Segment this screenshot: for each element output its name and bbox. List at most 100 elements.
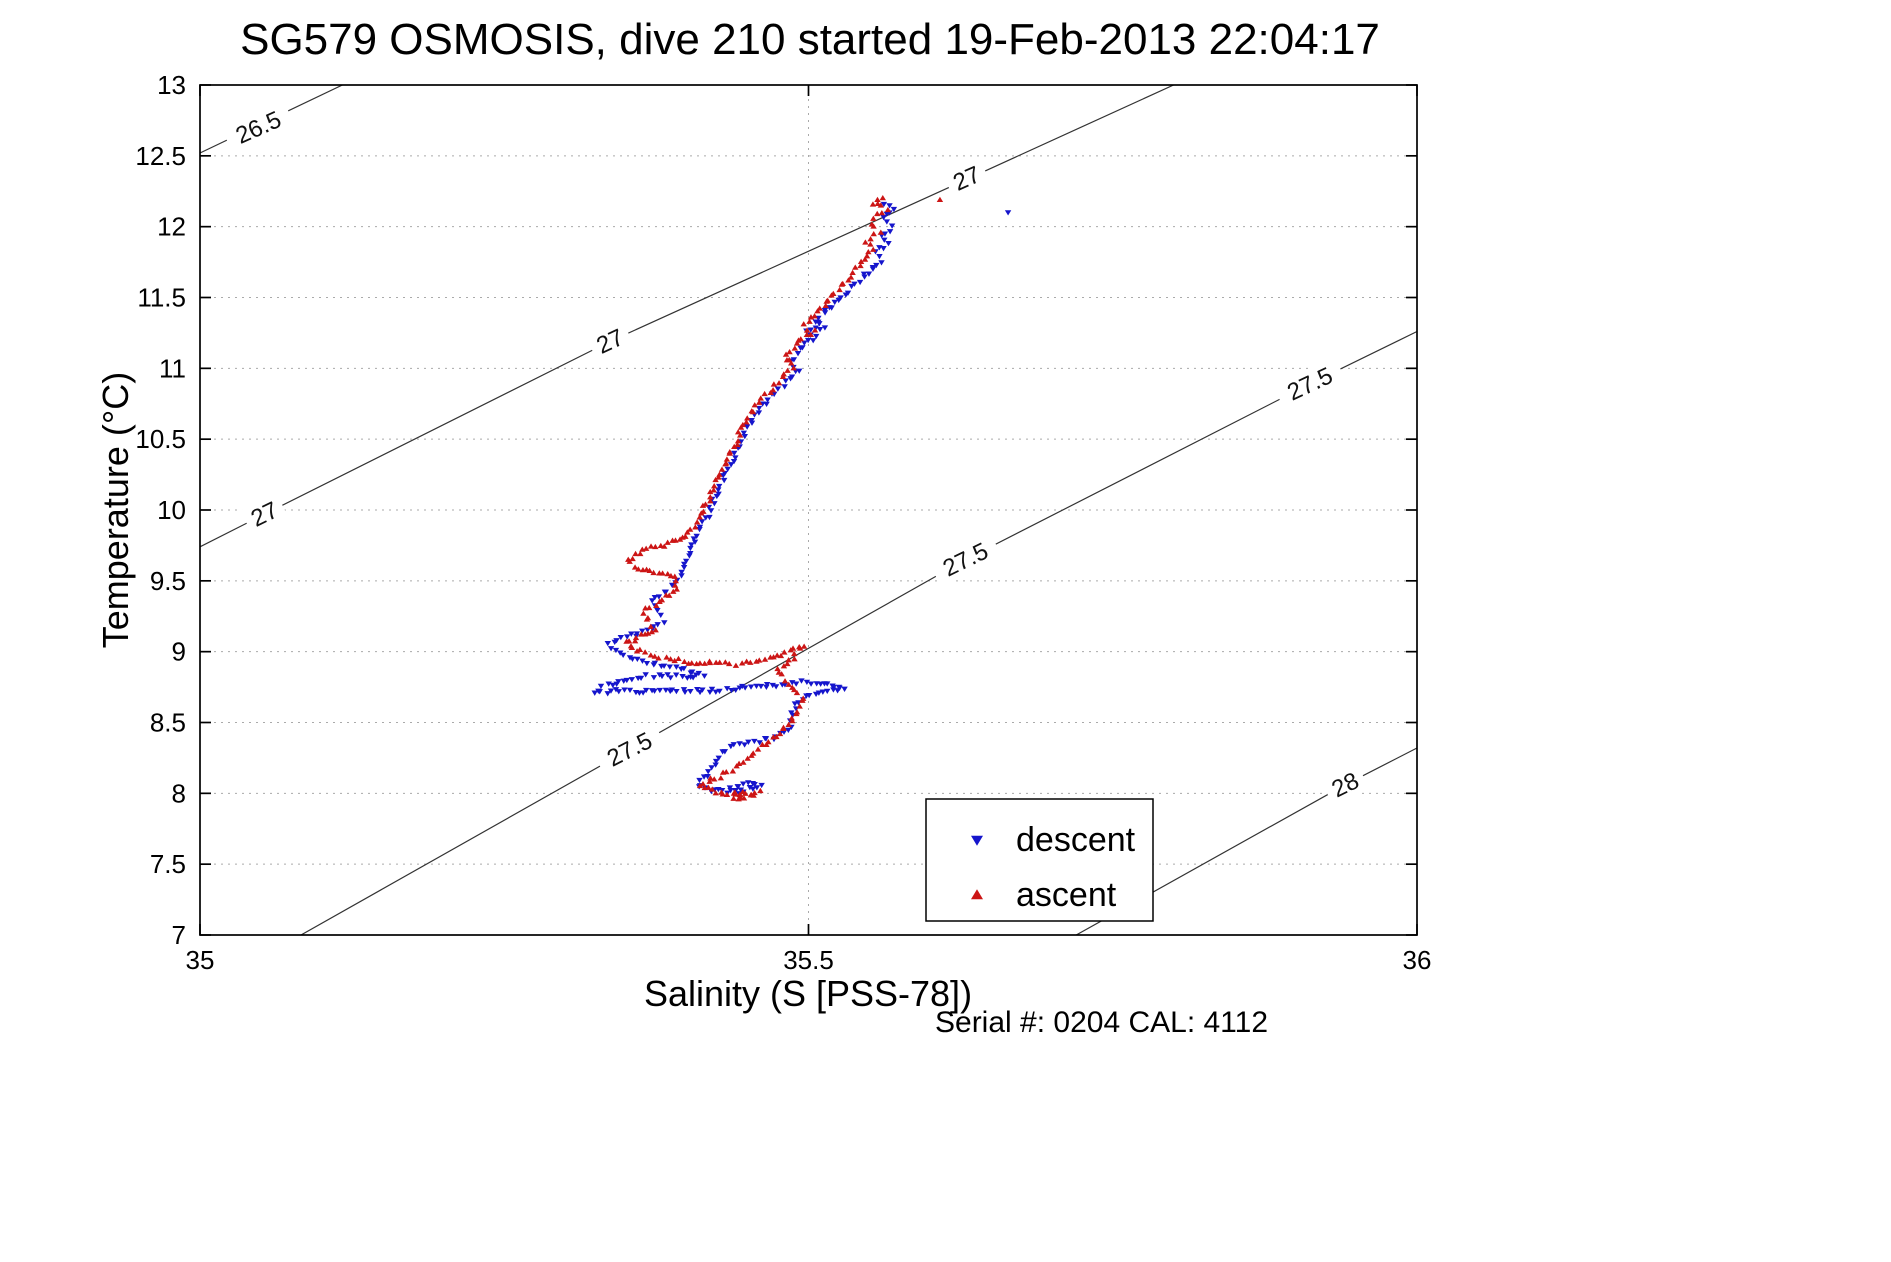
scatter-point-descent <box>831 299 838 306</box>
scatter-point-descent <box>865 271 873 277</box>
scatter-point-ascent <box>780 725 787 731</box>
scatter-point-ascent <box>705 784 712 790</box>
scatter-point-ascent <box>780 663 788 669</box>
scatter-point-ascent <box>707 494 714 500</box>
scatter-point-ascent <box>862 239 869 245</box>
scatter-point-ascent <box>754 746 762 752</box>
scatter-point-ascent <box>636 646 644 652</box>
scatter-point-descent <box>769 682 776 689</box>
scatter-point-ascent <box>874 196 881 203</box>
chart-title: SG579 OSMOSIS, dive 210 started 19-Feb-2… <box>240 15 1380 64</box>
scatter-point-descent <box>753 785 761 791</box>
scatter-point-descent <box>648 598 656 604</box>
scatter-point-ascent <box>631 564 639 570</box>
contour-label-bg <box>586 320 635 363</box>
scatter-point-descent <box>644 627 651 633</box>
scatter-point-descent <box>682 558 690 564</box>
legend: descent ascent <box>925 798 1154 922</box>
y-tick-label: 10 <box>157 495 186 525</box>
scatter-point-ascent <box>845 277 852 283</box>
scatter-outlier-descent <box>1004 210 1012 216</box>
scatter-point-ascent <box>788 715 795 721</box>
scatter-point-ascent <box>807 314 815 320</box>
scatter-point-descent <box>881 231 889 237</box>
scatter-point-ascent <box>793 689 801 696</box>
scatter-point-ascent <box>670 588 677 594</box>
scatter-point-ascent <box>664 570 671 577</box>
scatter-point-ascent <box>879 195 886 201</box>
scatter-point-descent <box>620 678 627 684</box>
scatter-point-descent <box>664 672 671 678</box>
scatter-point-ascent <box>664 539 671 545</box>
scatter-point-descent <box>605 681 612 687</box>
scatter-point-ascent <box>838 281 845 287</box>
scatter-point-descent <box>878 260 885 266</box>
scatter-point-ascent <box>869 201 877 207</box>
scatter-point-ascent <box>641 649 649 655</box>
y-tick-label: 9 <box>172 637 186 667</box>
scatter-point-ascent <box>761 656 769 662</box>
y-tick-label: 10.5 <box>135 424 186 454</box>
scatter-point-descent <box>713 493 721 500</box>
scatter-point-ascent <box>791 656 798 662</box>
scatter-point-descent <box>628 677 636 683</box>
scatter-point-descent <box>787 376 794 382</box>
scatter-point-descent <box>638 628 646 634</box>
scatter-point-descent <box>751 738 758 745</box>
scatter-point-descent <box>724 466 731 472</box>
scatter-point-ascent <box>770 654 777 660</box>
scatter-point-ascent <box>803 327 811 333</box>
scatter-point-ascent <box>789 718 796 724</box>
scatter-point-descent <box>687 689 694 695</box>
scatter-point-ascent <box>867 241 874 247</box>
scatter-point-ascent <box>789 645 797 651</box>
scatter-point-ascent <box>632 550 639 557</box>
scatter-point-descent <box>639 658 646 664</box>
scatter-point-descent <box>841 686 848 692</box>
scatter-point-descent <box>757 683 765 690</box>
scatter-point-ascent <box>744 755 751 761</box>
scatter-point-descent <box>749 786 757 792</box>
scatter-point-ascent <box>784 660 791 667</box>
scatter-point-ascent <box>662 592 670 598</box>
scatter-point-ascent <box>822 302 829 309</box>
contour-label-group: 27 <box>240 492 289 536</box>
scatter-point-descent <box>880 201 888 208</box>
scatter-point-descent <box>680 565 688 571</box>
scatter-point-descent <box>686 553 693 559</box>
scatter-point-ascent <box>693 519 701 525</box>
scatter-point-ascent <box>870 215 877 221</box>
scatter-point-descent <box>708 686 716 692</box>
scatter-point-descent <box>720 473 727 479</box>
scatter-point-ascent <box>732 791 739 797</box>
scatter-point-ascent <box>639 546 646 552</box>
scatter-point-ascent <box>756 399 763 405</box>
legend-marker-descent <box>971 835 983 846</box>
scatter-point-descent <box>657 612 664 619</box>
scatter-point-descent <box>715 483 723 490</box>
scatter-point-ascent <box>743 658 750 664</box>
scatter-point-descent <box>707 508 715 514</box>
scatter-point-ascent <box>710 487 717 493</box>
x-tick-label: 35.5 <box>783 945 834 975</box>
scatter-point-descent <box>782 378 789 384</box>
scatter-point-ascent <box>735 796 742 802</box>
scatter-point-ascent <box>628 644 636 651</box>
scatter-point-ascent <box>775 380 783 386</box>
scatter-point-descent <box>690 536 697 542</box>
scatter-point-descent <box>678 573 685 579</box>
scatter-point-ascent <box>747 659 754 665</box>
scatter-point-descent <box>763 401 770 408</box>
scatter-point-ascent <box>640 610 647 616</box>
scatter-point-descent <box>695 670 702 677</box>
scatter-point-ascent <box>877 229 885 235</box>
scatter-point-descent <box>812 319 819 325</box>
scatter-point-ascent <box>632 634 640 641</box>
scatter-point-ascent <box>800 321 807 327</box>
scatter-point-ascent <box>773 652 781 658</box>
scatter-point-ascent <box>786 348 793 355</box>
scatter-point-ascent <box>706 778 713 784</box>
scatter-point-descent <box>727 743 735 750</box>
scatter-point-descent <box>812 325 820 331</box>
scatter-point-descent <box>634 656 641 663</box>
